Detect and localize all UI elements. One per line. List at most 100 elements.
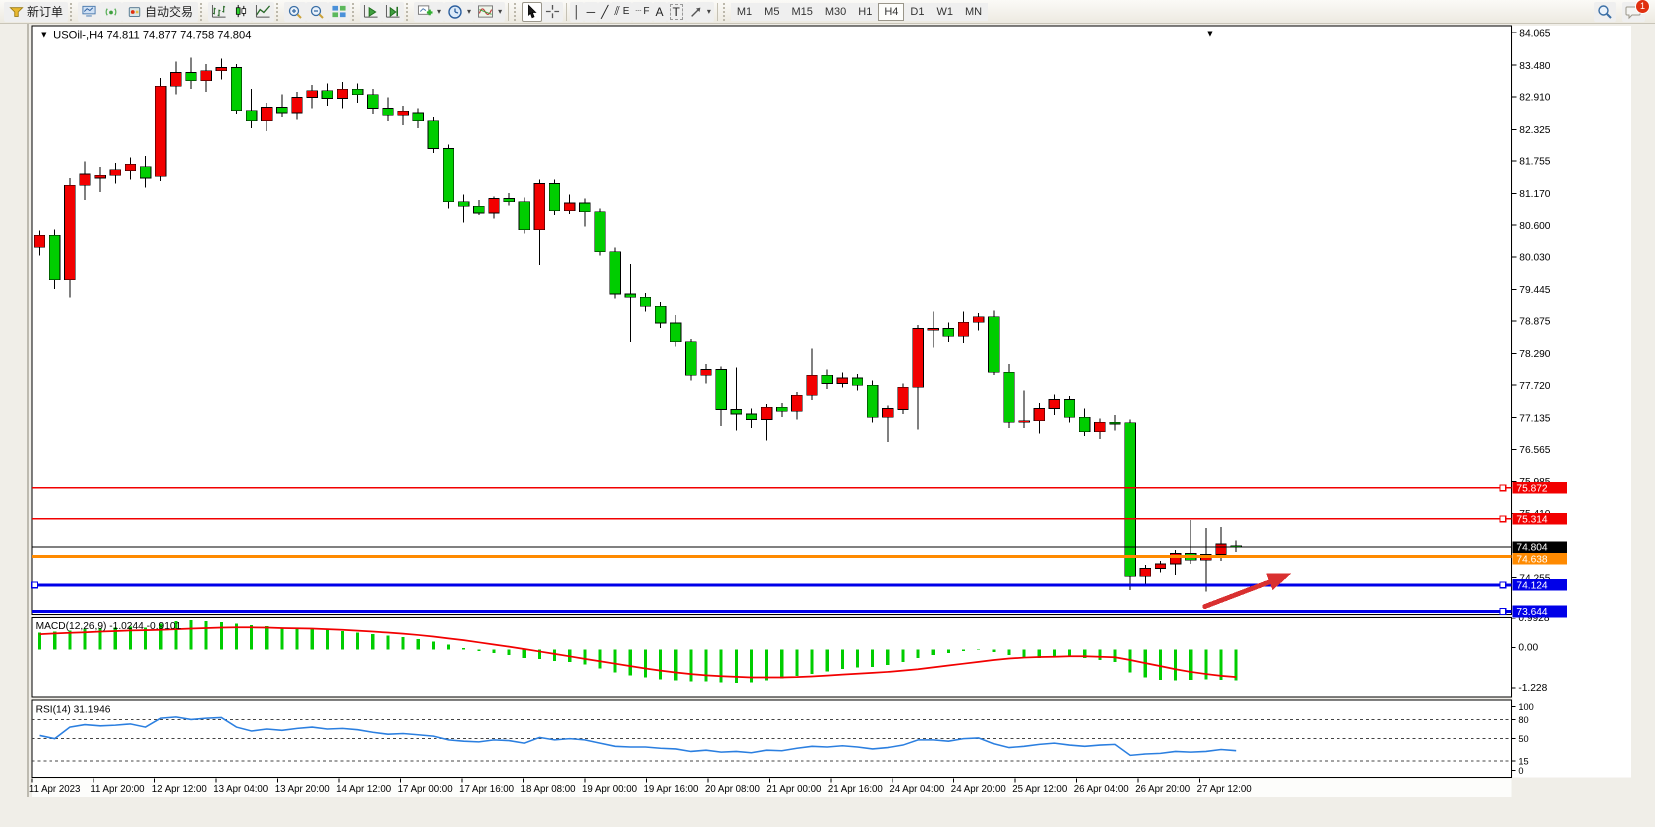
zoom-in-button[interactable] <box>284 1 307 22</box>
candle-body-up <box>109 169 121 176</box>
time-scale-area[interactable] <box>31 778 1512 797</box>
candle-body-down <box>473 205 485 214</box>
chart-shift-marker-icon[interactable]: ▼ <box>1206 29 1215 39</box>
price-tag-text: 74.124 <box>1516 580 1547 591</box>
timeframe-h4-button[interactable]: H4 <box>878 2 905 21</box>
terminal-icon <box>81 4 97 19</box>
auto-trading-label: 自动交易 <box>145 5 194 19</box>
bar-chart-type-button[interactable] <box>208 1 231 22</box>
chevron-down-icon: ▾ <box>706 7 711 16</box>
candle <box>821 369 833 390</box>
candle-body-down <box>594 211 606 253</box>
periods-button[interactable]: ▾ <box>444 1 475 22</box>
candle-body-up <box>94 174 106 179</box>
time-scale-label: 21 Apr 00:00 <box>766 784 822 795</box>
line-anchor-handle[interactable] <box>1499 515 1507 523</box>
timeframe-w1-button[interactable]: W1 <box>930 2 959 21</box>
candle <box>760 404 773 441</box>
candle-body-down <box>639 297 652 307</box>
time-scale-label: 19 Apr 16:00 <box>643 784 699 795</box>
terminal-button[interactable] <box>78 1 101 22</box>
text-label-icon: T <box>669 3 683 20</box>
notifications-button[interactable]: 1 <box>1622 0 1650 22</box>
search-button[interactable] <box>1594 1 1616 22</box>
timeframe-d1-button[interactable]: D1 <box>904 2 931 21</box>
timeframe-mn-button[interactable]: MN <box>958 2 989 21</box>
candle-body-up <box>973 316 985 323</box>
zoom-out-button[interactable] <box>306 1 329 22</box>
price-scale-label: 76.565 <box>1519 445 1550 456</box>
toolbar-grip <box>406 2 412 21</box>
new-chart-button[interactable]: ▾ <box>414 1 445 22</box>
candle-body-up <box>882 408 894 418</box>
fibonacci-label: F <box>643 6 650 17</box>
candle-body-up <box>533 183 546 230</box>
candle <box>1003 364 1015 428</box>
fibonacci-tool-button[interactable]: ┄ F <box>632 1 653 22</box>
channel-sub-label: E <box>622 6 630 17</box>
signal-button[interactable] <box>100 1 123 22</box>
macd-pane[interactable] <box>31 616 1513 698</box>
price-scale-label: 77.720 <box>1519 381 1550 392</box>
line-chart-type-button[interactable] <box>252 1 275 22</box>
candle <box>155 78 167 181</box>
chart-menu-triangle-icon[interactable]: ▼ <box>40 30 49 40</box>
candle <box>276 94 288 117</box>
channel-tool-button[interactable]: ⫽ E <box>611 1 633 22</box>
chart-window: 0.9928 0.00 -1.228 100 80 50 150 84.065 83.480… <box>24 24 1631 804</box>
new-order-button[interactable]: 新订单 <box>4 1 69 22</box>
timeframe-m1-button[interactable]: M1 <box>730 2 759 21</box>
candle <box>1079 408 1091 437</box>
price-scale-area[interactable] <box>1512 25 1631 778</box>
vertical-line-tool-button[interactable]: │ <box>570 1 584 22</box>
trendline-tool-button[interactable]: ╱ <box>598 1 612 22</box>
main-chart-pane[interactable] <box>31 25 1513 615</box>
price-tag-74.124 <box>1512 579 1567 591</box>
cursor-tool-button[interactable] <box>522 1 543 22</box>
crosshair-tool-button[interactable] <box>542 1 564 22</box>
timeframe-h1-button[interactable]: H1 <box>852 2 879 21</box>
candlestick-type-button[interactable] <box>230 1 253 22</box>
auto-scroll-button[interactable] <box>360 1 383 22</box>
candle-body-down <box>1003 372 1015 423</box>
candle <box>1018 390 1030 428</box>
line-anchor-handle[interactable] <box>1499 581 1507 589</box>
candle <box>745 408 758 428</box>
timeframe-m15-button[interactable]: M15 <box>785 2 819 21</box>
rsi-layer: 100 80 50 150 <box>31 702 1534 776</box>
crosshair-icon <box>545 4 560 19</box>
arrow-annotation-shaft[interactable] <box>1202 579 1272 610</box>
auto-trading-button[interactable]: 自动交易 <box>122 1 199 22</box>
tile-windows-button[interactable] <box>328 1 351 22</box>
text-label-tool-button[interactable]: T <box>666 1 686 22</box>
arrow-annotation-layer <box>1202 573 1292 610</box>
timeframe-m30-button[interactable]: M30 <box>818 2 853 21</box>
timeframe-m5-button[interactable]: M5 <box>758 2 786 21</box>
candle-body-up <box>79 173 91 186</box>
line-anchor-handle[interactable] <box>31 581 39 589</box>
candle-body-up <box>124 163 137 172</box>
arrow-annotation-head[interactable] <box>1266 573 1292 591</box>
chevron-down-icon: ▾ <box>467 7 472 16</box>
candle-body-up <box>836 377 849 384</box>
text-tool-button[interactable]: A <box>652 1 667 22</box>
candle-body-down <box>715 369 727 410</box>
macd-scale-label: -1.228 <box>1518 683 1547 694</box>
horizontal-line-tool-button[interactable]: ─ <box>583 1 599 22</box>
indicators-button[interactable]: ▾ <box>474 1 506 22</box>
line-anchor-handle[interactable] <box>1499 484 1507 492</box>
candle <box>351 83 364 103</box>
candle-body-down <box>503 198 515 203</box>
candle <box>382 97 394 121</box>
chart-title: USOil-,H4 74.811 74.877 74.758 74.804 <box>53 30 251 42</box>
line-anchor-handle[interactable] <box>1499 608 1507 616</box>
arrows-tool-button[interactable]: ▾ <box>685 1 714 22</box>
candle <box>715 366 727 427</box>
rsi-scale-label: 100 <box>1518 702 1533 712</box>
bar-chart-icon <box>211 4 227 19</box>
time-scale-label: 17 Apr 00:00 <box>398 784 454 795</box>
candle-body-up <box>291 97 303 114</box>
chart-shift-button[interactable] <box>382 1 405 22</box>
candle-body-up <box>64 184 76 280</box>
